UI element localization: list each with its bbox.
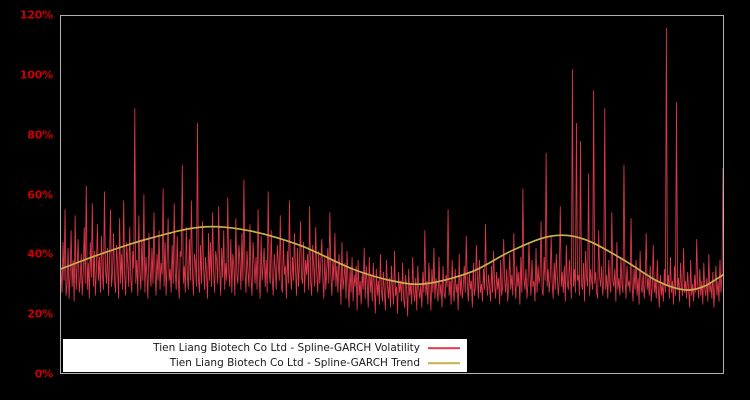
- y-tick-label: 80%: [27, 128, 53, 142]
- y-tick-label: 0%: [34, 367, 53, 381]
- legend-entry-volatility: Tien Liang Biotech Co Ltd - Spline-GARCH…: [64, 341, 462, 356]
- chart-legend: Tien Liang Biotech Co Ltd - Spline-GARCH…: [63, 339, 467, 372]
- volatility-series-line: [61, 27, 723, 317]
- legend-entry-trend: Tien Liang Biotech Co Ltd - Spline-GARCH…: [64, 356, 462, 371]
- y-tick-label: 20%: [27, 307, 53, 321]
- plot-area: [60, 15, 724, 374]
- legend-label-trend: Tien Liang Biotech Co Ltd - Spline-GARCH…: [169, 356, 420, 369]
- line-swatch-volatility: [428, 343, 460, 353]
- y-tick-label: 120%: [19, 8, 53, 22]
- line-swatch-trend: [428, 358, 460, 368]
- chart-canvas: [61, 27, 723, 317]
- y-tick-label: 60%: [27, 188, 53, 201]
- y-axis: 120% 100% 80% 60% 40% 20% 0%: [0, 0, 60, 400]
- trend-series-line: [61, 225, 723, 291]
- legend-label-volatility: Tien Liang Biotech Co Ltd - Spline-GARCH…: [153, 341, 420, 354]
- y-tick-label: 100%: [19, 68, 53, 82]
- y-tick-label: 40%: [27, 247, 53, 261]
